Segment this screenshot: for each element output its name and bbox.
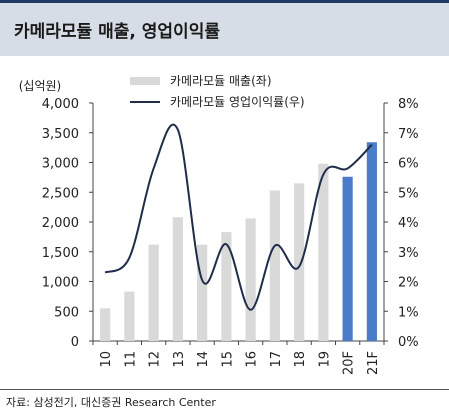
legend-bar-swatch — [130, 77, 160, 85]
bar-14 — [197, 244, 208, 341]
chart: (십억원) 카메라모듈 매출(좌) 카메라모듈 영업이익률(우) 0 500 1,0… — [19, 74, 419, 375]
source-divider — [0, 389, 449, 390]
source-note: 자료: 삼성전기, 대신증권 Research Center — [6, 396, 216, 409]
x-tick-label: 19 — [317, 351, 332, 368]
x-tick-label: 10 — [99, 351, 114, 368]
x-tick-label: 16 — [245, 351, 260, 368]
legend-line-label: 카메라모듈 영업이익률(우) — [170, 95, 305, 109]
x-tick-label: 21F — [366, 351, 381, 375]
left-tick-label: 500 — [54, 305, 79, 320]
right-tick-label: 1% — [398, 305, 419, 320]
bar-18 — [294, 183, 305, 341]
bar-10 — [100, 308, 111, 341]
left-tick-label: 2,000 — [42, 216, 79, 231]
bar-15 — [221, 232, 232, 341]
x-tick-label: 12 — [148, 351, 163, 368]
bar-21F — [366, 142, 377, 341]
right-tick-label: 7% — [398, 127, 419, 142]
bar-13 — [172, 217, 183, 341]
x-tick-label: 15 — [220, 351, 235, 368]
left-tick-label: 4,000 — [42, 97, 79, 112]
right-tick-label: 5% — [398, 186, 419, 201]
left-tick-label: 2,500 — [42, 186, 79, 201]
legend-bar-label: 카메라모듈 매출(좌) — [170, 74, 272, 88]
bar-20F — [342, 176, 353, 341]
x-tick-label: 11 — [123, 351, 138, 368]
title-bar: 카메라모듈 매출, 영업이익률 — [0, 0, 449, 56]
page-title: 카메라모듈 매출, 영업이익률 — [14, 22, 220, 42]
bar-16 — [245, 218, 256, 341]
bar-17 — [269, 190, 280, 341]
left-tick-label: 0 — [71, 335, 79, 350]
bar-12 — [148, 244, 159, 341]
plot-area: 0 500 1,000 1,500 2,000 2,500 3,000 3,500 4,000 0… — [42, 97, 419, 375]
x-tick-label: 13 — [172, 351, 187, 368]
right-tick-label: 2% — [398, 276, 419, 291]
x-tick-label: 17 — [269, 351, 284, 368]
bar-19 — [318, 163, 329, 341]
left-tick-label: 1,000 — [42, 276, 79, 291]
right-tick-label: 0% — [398, 335, 419, 350]
x-tick-label: 14 — [196, 351, 211, 368]
left-axis-unit: (십억원) — [19, 79, 61, 93]
right-tick-label: 6% — [398, 157, 419, 172]
right-tick-label: 8% — [398, 97, 419, 112]
legend: 카메라모듈 매출(좌) 카메라모듈 영업이익률(우) — [130, 74, 305, 109]
left-tick-label: 3,500 — [42, 127, 79, 142]
right-tick-label: 4% — [398, 216, 419, 231]
x-tick-label: 20F — [342, 351, 357, 375]
right-tick-label: 3% — [398, 246, 419, 261]
left-tick-label: 1,500 — [42, 246, 79, 261]
left-tick-label: 3,000 — [42, 157, 79, 172]
x-tick-label: 18 — [293, 351, 308, 368]
operating-margin-line — [104, 123, 373, 311]
bar-11 — [124, 291, 135, 341]
